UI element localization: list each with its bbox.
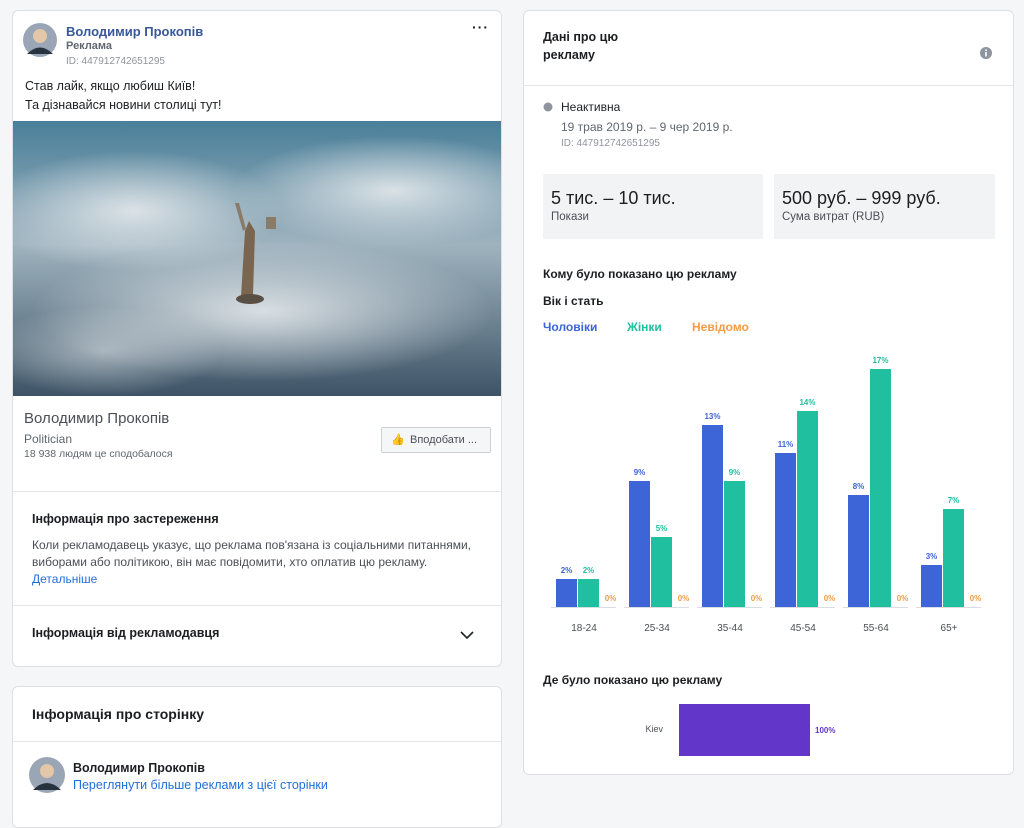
avatar [23, 23, 57, 57]
bar-value-label: 2% [583, 566, 595, 575]
page-name: Володимир Прокопів [24, 410, 170, 427]
separator [524, 85, 1013, 86]
disclaimer-text: Коли рекламодавець указує, що реклама по… [32, 537, 472, 588]
spend: 500 руб. – 999 руб. [782, 188, 941, 208]
ad-text-line: Та дізнавайся новини столиці тут! [25, 98, 222, 112]
spend-label: Сума витрат (RUB) [782, 211, 885, 223]
bar-value-label: 3% [926, 552, 938, 561]
advertiser-name[interactable]: Володимир Прокопів [66, 24, 204, 39]
age-gender-title: Вік і стать [543, 294, 604, 308]
bar [629, 481, 650, 607]
status-dot [543, 102, 553, 112]
bar-value-label: 0% [605, 594, 617, 603]
charts: Чоловіки Жінки Невідомо 18-24 2% 2% 0% 25-34 9% 5… [543, 320, 982, 756]
audience-title: Кому було показано цю рекламу [543, 267, 737, 281]
bar-value-label: 8% [853, 482, 865, 491]
page-info-name: Володимир Прокопів [73, 761, 205, 775]
disclaimer-body: Коли рекламодавець указує, що реклама по… [32, 538, 471, 569]
x-tick-label: 18-24 [571, 623, 597, 634]
impressions: 5 тис. – 10 тис. [551, 188, 676, 208]
separator [13, 605, 501, 606]
status: Неактивна [561, 100, 621, 114]
dates: 19 трав 2019 р. – 9 чер 2019 р. [561, 120, 733, 134]
spend-box: 500 руб. – 999 руб. Сума витрат (RUB) [774, 174, 995, 239]
separator [13, 741, 501, 742]
avatar [29, 757, 65, 793]
bar [921, 565, 942, 607]
sponsored-label: Реклама [66, 40, 113, 52]
ad-id: ID: 447912742651295 [561, 138, 660, 149]
page: Володимир Прокопів Реклама ID: 447912742… [12, 10, 1014, 828]
bar-value-label: 11% [778, 440, 794, 449]
chevron[interactable] [460, 630, 474, 640]
bar-value-label: 5% [656, 524, 668, 533]
page-info-card: Інформація про сторінку Володимир Прокоп… [12, 686, 502, 828]
bar-value-label: 13% [704, 412, 720, 421]
advertiser-info-title[interactable]: Інформація від рекламодавця [32, 626, 220, 640]
impressions-label: Покази [551, 211, 589, 223]
ad-id: ID: 447912742651295 [66, 56, 165, 67]
bar-value-label: 100% [815, 726, 835, 735]
bar [702, 425, 723, 607]
info-icon[interactable] [980, 47, 992, 59]
legend-item[interactable]: Невідомо [692, 320, 749, 334]
bar-value-label: 9% [729, 468, 741, 477]
impressions-box: 5 тис. – 10 тис. Покази [543, 174, 763, 239]
bar-value-label: 9% [634, 468, 646, 477]
bar-value-label: 0% [897, 594, 909, 603]
bar [775, 453, 796, 607]
bar-value-label: 0% [678, 594, 690, 603]
bar-value-label: 0% [970, 594, 982, 603]
more-ads-link[interactable]: Переглянути більше реклами з цієї сторін… [73, 778, 328, 792]
legend-item[interactable]: Жінки [626, 320, 662, 334]
bar [724, 481, 745, 607]
bar [556, 579, 577, 607]
ad-image [13, 121, 501, 396]
page-info-title: Інформація про сторінку [32, 706, 204, 722]
x-tick-label: 35-44 [717, 623, 743, 634]
x-tick-label: 25-34 [644, 623, 670, 634]
x-tick-label: 55-64 [863, 623, 889, 634]
bar [651, 537, 672, 607]
bar-value-label: 2% [561, 566, 573, 575]
bar [870, 369, 891, 607]
like-button[interactable]: 👍 Вподобати ... [381, 427, 491, 453]
bar-value-label: 17% [872, 356, 888, 365]
bar [578, 579, 599, 607]
page-likes: 18 938 людям це сподобалося [24, 448, 173, 460]
like-button-label: Вподобати ... [410, 434, 478, 446]
x-tick-label: 65+ [941, 623, 958, 634]
bar [848, 495, 869, 607]
ad-data-title: Дані про цю [543, 30, 619, 44]
location-title: Де було показано цю рекламу [543, 673, 723, 687]
ad-text-line: Став лайк, якщо любиш Київ! [25, 79, 196, 93]
bar-value-label: 14% [799, 398, 815, 407]
y-tick-label: Kiev [645, 724, 663, 734]
disclaimer-title: Інформація про застереження [32, 512, 219, 526]
ad-data-title: рекламу [543, 48, 595, 62]
bar-value-label: 0% [751, 594, 763, 603]
more-menu[interactable]: ··· [472, 19, 489, 35]
page-category: Politician [24, 432, 73, 446]
legend-item[interactable]: Чоловіки [543, 320, 597, 334]
ad-card: Володимир Прокопів Реклама ID: 447912742… [12, 10, 502, 667]
ad-data-card: Дані про цю рекламу Неактивна 19 трав 20… [523, 10, 1014, 775]
bar-value-label: 7% [948, 496, 960, 505]
separator [13, 491, 501, 492]
bar [943, 509, 964, 607]
bar [679, 704, 810, 756]
learn-more-link[interactable]: Детальніше [32, 572, 98, 586]
bar [797, 411, 818, 607]
bar-value-label: 0% [824, 594, 836, 603]
x-tick-label: 45-54 [790, 623, 816, 634]
